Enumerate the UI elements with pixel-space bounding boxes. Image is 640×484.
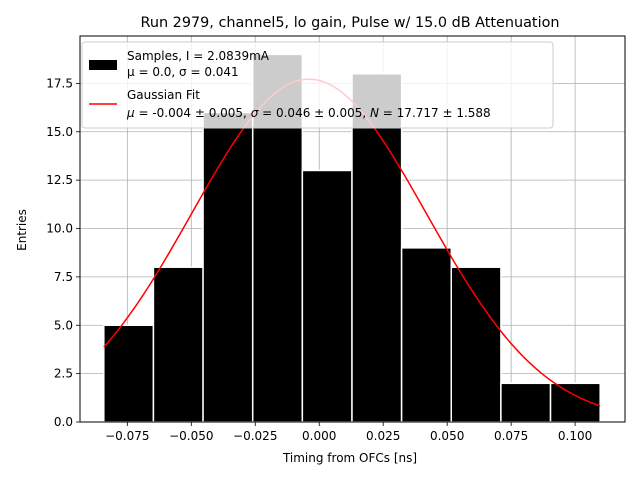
legend-fit-stats-part: = -0.004 ± 0.005, xyxy=(135,106,251,120)
legend-frame xyxy=(81,41,554,129)
chart-title: Run 2979, channel5, lo gain, Pulse w/ 15… xyxy=(141,15,560,31)
legend-samples-swatch xyxy=(89,60,117,70)
y-tick-label: 2.5 xyxy=(54,367,73,381)
x-tick-label: 0.050 xyxy=(430,429,464,443)
x-tick-label: 0.100 xyxy=(558,429,592,443)
x-tick-label: −0.075 xyxy=(105,429,149,443)
histogram-bar xyxy=(500,382,552,423)
x-tick-label: 0.075 xyxy=(494,429,528,443)
legend-samples-label: Samples, I = 2.0839mA xyxy=(127,49,270,63)
histogram-bar xyxy=(450,266,502,423)
plot-frame xyxy=(79,35,626,423)
legend-fit-stats-part: μ xyxy=(126,106,135,120)
histogram-bar xyxy=(103,324,155,423)
histogram-bar xyxy=(301,169,353,423)
y-tick-label: 5.0 xyxy=(54,318,73,332)
y-tick-label: 0.0 xyxy=(54,415,73,429)
y-tick-label: 10.0 xyxy=(46,222,73,236)
y-tick-label: 15.0 xyxy=(46,125,73,139)
legend-fit-stats-part: = 0.046 ± 0.005, xyxy=(258,106,370,120)
x-tick-label: 0.000 xyxy=(302,429,336,443)
y-tick-label: 12.5 xyxy=(46,173,73,187)
histogram-bars xyxy=(103,53,601,423)
x-axis-label: Timing from OFCs [ns] xyxy=(282,451,417,465)
legend-fit-stats-part: = 17.717 ± 1.588 xyxy=(379,106,491,120)
x-tick-label: −0.050 xyxy=(169,429,213,443)
legend-fit-stats: μ = -0.004 ± 0.005, σ = 0.046 ± 0.005, N… xyxy=(126,106,491,120)
x-tick-label: −0.025 xyxy=(233,429,277,443)
y-axis-label: Entries xyxy=(15,209,29,251)
legend-fit-stats-part: σ xyxy=(251,106,259,120)
histogram-bar xyxy=(400,247,453,423)
legend-samples-stats: μ = 0.0, σ = 0.041 xyxy=(127,65,239,79)
axis-ticks: −0.075 −0.050 −0.025 0.000 0.025 0.050 0.075 0.… xyxy=(46,76,592,443)
histogram-bar xyxy=(202,111,254,423)
legend-fit-label: Gaussian Fit xyxy=(127,88,200,102)
histogram-bar xyxy=(152,266,204,423)
legend: Samples, I = 2.0839mA μ = 0.0, σ = 0.041… xyxy=(81,41,554,129)
y-tick-label: 17.5 xyxy=(46,76,73,90)
x-tick-label: 0.025 xyxy=(366,429,400,443)
y-tick-label: 7.5 xyxy=(54,270,73,284)
legend-fit-stats-part: N xyxy=(370,106,379,120)
